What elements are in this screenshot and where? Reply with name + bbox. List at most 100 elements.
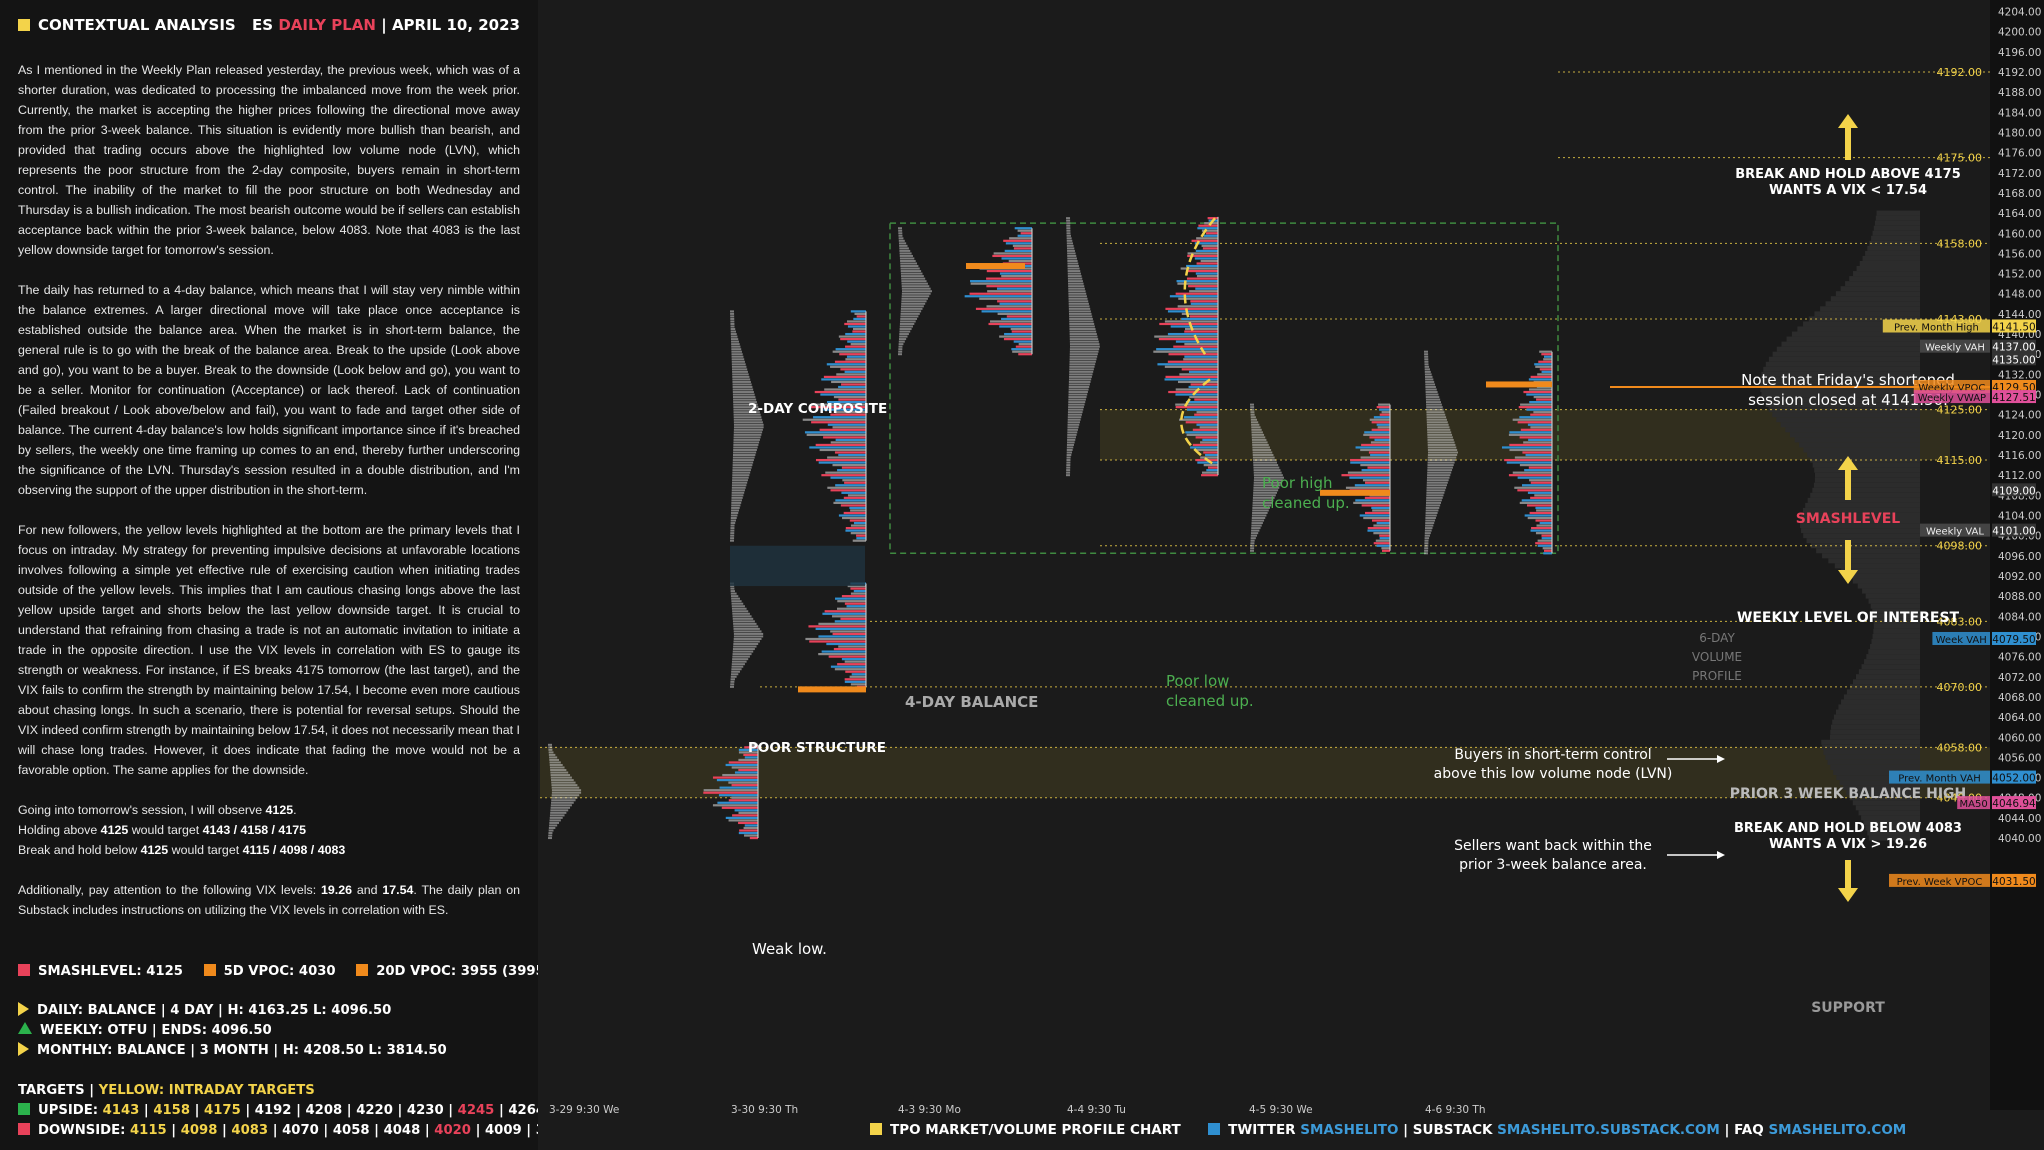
- volume-profile-bar: [1855, 805, 1920, 811]
- profile-bar: [1536, 524, 1552, 527]
- profile-bar: [738, 831, 758, 835]
- tpo-letters: [1069, 338, 1099, 341]
- tpo-letters: [733, 401, 757, 404]
- pointer-arrow-icon-head: [1717, 851, 1725, 859]
- volume-profile-bar: [1768, 407, 1920, 413]
- profile-bar: [853, 590, 866, 593]
- profile-bar: [823, 375, 866, 378]
- profile-bar: [721, 806, 758, 809]
- tpo-letters: [549, 766, 565, 769]
- tpo-letters: [1252, 509, 1269, 512]
- tpo-letters: [1067, 277, 1083, 280]
- volume-profile-bar: [1808, 316, 1920, 322]
- tpo-letters: [733, 625, 759, 628]
- tpo-letters: [733, 627, 760, 630]
- faq-link[interactable]: SMASHELITO.COM: [1768, 1122, 1907, 1138]
- tpo-letters: [730, 338, 739, 341]
- profile-bar: [1524, 514, 1552, 517]
- tpo-letters: [730, 673, 739, 676]
- profile-bar: [1009, 237, 1032, 240]
- volume-profile-bar: [1830, 734, 1920, 740]
- tpo-letters: [1426, 413, 1446, 416]
- volume-profile-bar: [1861, 664, 1920, 670]
- tpo-letters: [548, 751, 554, 754]
- twitter-link[interactable]: SMASHELITO: [1300, 1122, 1399, 1138]
- volume-profile-bar: [1801, 528, 1920, 534]
- tpo-letters: [1425, 396, 1440, 399]
- profile-bar: [1529, 511, 1552, 515]
- tpo-letters: [731, 365, 747, 368]
- profile-bar: [1185, 421, 1218, 424]
- tpo-letters: [899, 244, 908, 247]
- up-arrow-icon-head: [1838, 114, 1858, 128]
- break-above-label: BREAK AND HOLD ABOVE 4175: [1735, 167, 1961, 182]
- tpo-letters: [1253, 494, 1276, 497]
- price-tag-label-bg: [1932, 631, 1990, 645]
- profile-bar: [849, 519, 866, 522]
- tpo-letters: [731, 348, 742, 351]
- tpo-letters: [732, 370, 748, 373]
- tpo-letters: [730, 685, 734, 688]
- profile-bar: [823, 408, 866, 411]
- volume-profile-bar: [1813, 482, 1920, 488]
- profile-bar: [845, 527, 866, 530]
- profile-bar: [1379, 408, 1390, 411]
- profile-bar: [1186, 269, 1218, 273]
- analysis-panel: CONTEXTUAL ANALYSIS ES DAILY PLAN | APRI…: [0, 0, 572, 1150]
- session-profile: [730, 582, 867, 688]
- profile-bar: [819, 428, 866, 431]
- poor-high-label-2: cleaned up.: [1262, 494, 1350, 512]
- profile-bar: [838, 385, 866, 389]
- tpo-letters: [732, 368, 748, 371]
- tpo-letters: [1067, 436, 1076, 439]
- tpo-letters: [1252, 451, 1273, 454]
- profile-bar: [1514, 456, 1552, 459]
- profile-bar: [1186, 277, 1218, 280]
- profile-bar: [997, 312, 1032, 315]
- profile-bar: [743, 753, 758, 756]
- tpo-letters: [730, 532, 735, 535]
- volume-profile-bar: [1830, 296, 1920, 302]
- tpo-letters: [732, 476, 749, 479]
- profile-bar: [1362, 479, 1390, 482]
- tpo-letters: [1253, 486, 1280, 489]
- price-tag-value: 4141.50: [1992, 322, 2035, 334]
- volume-profile-bar: [1865, 825, 1920, 831]
- profile-bar: [804, 431, 866, 434]
- profile-bar: [1512, 471, 1552, 474]
- profile-bar: [1521, 499, 1552, 502]
- tpo-letters: [1426, 499, 1442, 502]
- tpo-letters: [732, 396, 756, 399]
- profile-bar: [837, 663, 866, 666]
- price-tag-value-bg: [1992, 483, 2036, 497]
- substack-link[interactable]: SMASHELITO.SUBSTACK.COM: [1497, 1122, 1720, 1138]
- price-tag-label-bg: [1920, 523, 1990, 537]
- profile-bar: [853, 317, 866, 321]
- profile-bar: [731, 784, 758, 787]
- tpo-letters: [1251, 428, 1262, 431]
- profile-bar: [1005, 242, 1032, 245]
- tpo-letters: [1252, 511, 1268, 514]
- profile-bar: [744, 834, 758, 837]
- volume-profile-bar: [1849, 795, 1920, 801]
- tpo-letters: [733, 640, 760, 643]
- profile-bar: [1506, 461, 1552, 464]
- profile-bar: [1543, 552, 1552, 555]
- profile-bar: [1525, 453, 1552, 457]
- profile-bar: [851, 673, 866, 676]
- volume-profile-bar: [1852, 578, 1920, 584]
- profile-bar: [837, 469, 866, 472]
- tpo-letters: [1066, 222, 1071, 225]
- volume-profile-bar: [1822, 553, 1920, 559]
- tpo-letters: [1250, 413, 1255, 416]
- profile-bar: [824, 388, 866, 391]
- profile-bar: [815, 627, 866, 630]
- tpo-letters: [732, 474, 750, 477]
- profile-bar: [999, 335, 1032, 338]
- profile-bar: [1539, 350, 1552, 353]
- tpo-letters: [1427, 436, 1453, 439]
- tpo-letters: [1066, 219, 1071, 222]
- profile-bar: [1192, 443, 1218, 447]
- profile-bar: [999, 325, 1032, 328]
- tpo-letters: [1069, 355, 1098, 358]
